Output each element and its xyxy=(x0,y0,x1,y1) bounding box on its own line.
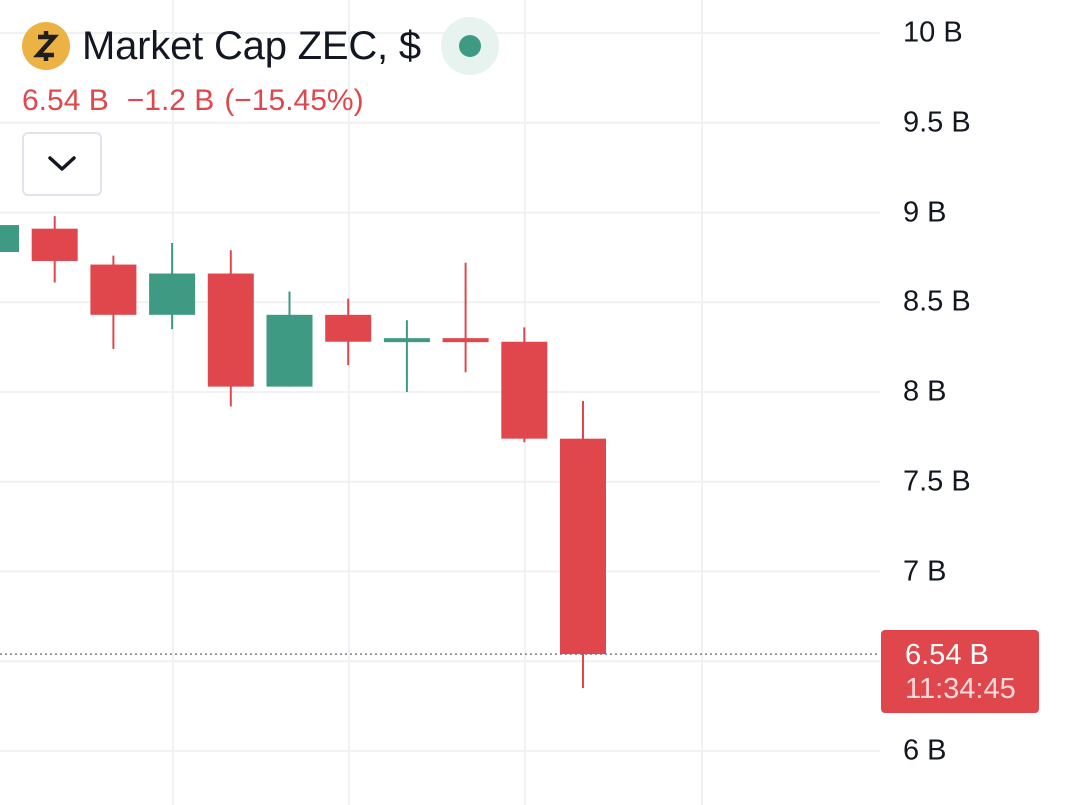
current-price-tag: 6.54 B 11:34:45 xyxy=(881,630,1039,713)
collapse-legend-button[interactable] xyxy=(22,132,102,196)
candle-body-down xyxy=(560,438,606,655)
candle-body-up xyxy=(149,273,196,315)
candle-body-down xyxy=(501,341,548,439)
live-status-dot-icon[interactable] xyxy=(440,17,499,75)
y-tick-label: 6 B xyxy=(903,734,947,767)
candle-body-down xyxy=(325,314,372,342)
candle-body-up xyxy=(266,314,313,387)
stats-row: 6.54 B −1.2 B (−15.45%) xyxy=(22,84,499,118)
chart-title: Market Cap ZEC, $ xyxy=(82,23,421,68)
zcash-icon xyxy=(22,22,70,70)
chevron-down-icon xyxy=(48,156,76,171)
y-tick-label: 10 B xyxy=(903,16,963,49)
y-tick-label: 8.5 B xyxy=(903,285,971,318)
y-tick-label: 9.5 B xyxy=(903,106,971,139)
candle-body-down xyxy=(207,273,254,387)
last-value: 6.54 B xyxy=(22,84,109,117)
candle-body-down xyxy=(31,228,78,261)
candle-body-down xyxy=(90,264,137,315)
candle-body-up xyxy=(0,225,19,252)
chart-header: Market Cap ZEC, $ 6.54 B −1.2 B (−15.45%) xyxy=(22,17,499,118)
y-tick-label: 8 B xyxy=(903,375,947,408)
candle-body-up xyxy=(383,338,430,343)
current-value-label: 6.54 B xyxy=(905,639,989,671)
candle-body-down xyxy=(442,338,489,343)
y-tick-label: 7 B xyxy=(903,555,947,587)
candle-countdown: 11:34:45 xyxy=(905,673,1016,705)
change-percent: (−15.45%) xyxy=(224,84,364,117)
y-tick-label: 9 B xyxy=(903,196,947,228)
y-tick-label: 7.5 B xyxy=(903,465,971,498)
change-absolute: −1.2 B xyxy=(126,84,215,117)
